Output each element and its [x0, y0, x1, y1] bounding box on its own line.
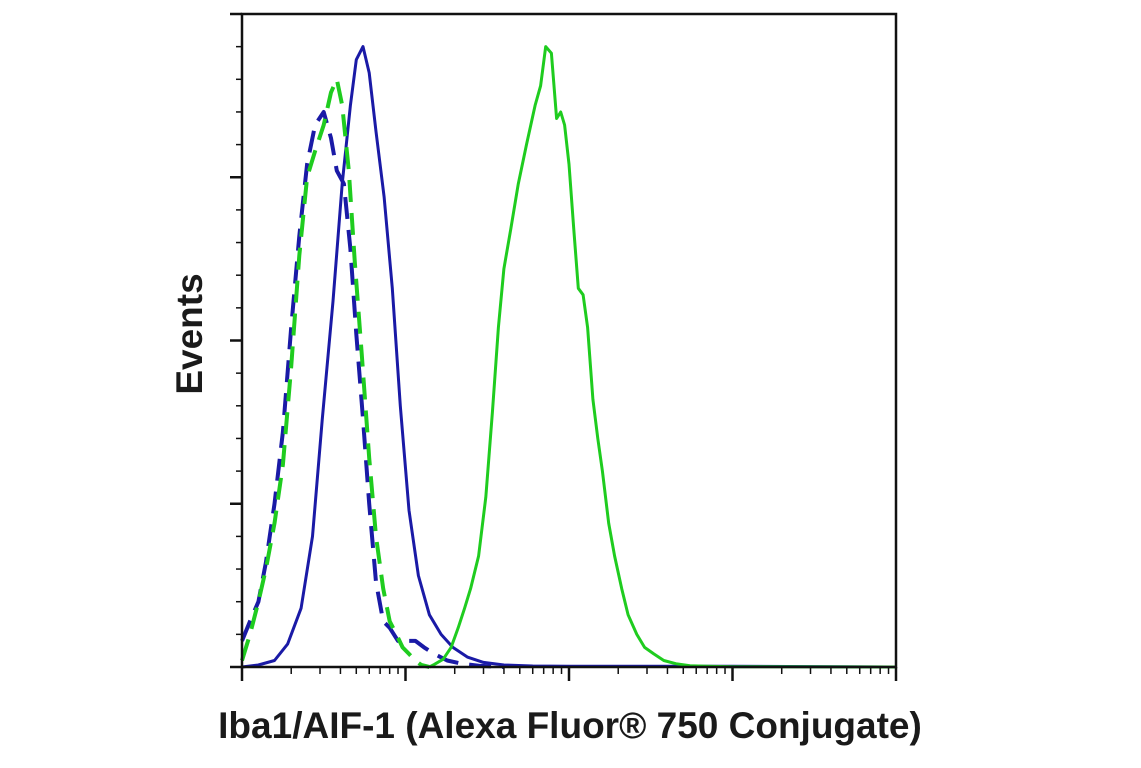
series-layer: [240, 45, 897, 669]
axis-ticks: [230, 12, 898, 681]
series-line-1-solid: [241, 45, 897, 669]
plot-area-frame: [240, 12, 898, 669]
series-line-4-solid: [428, 45, 897, 669]
y-axis-title: Events: [169, 273, 210, 394]
series-line-3-dashed: [240, 77, 430, 669]
series-line-2-dashed: [240, 110, 505, 669]
x-axis-title: Iba1/AIF-1 (Alexa Fluor® 750 Conjugate): [218, 705, 922, 746]
